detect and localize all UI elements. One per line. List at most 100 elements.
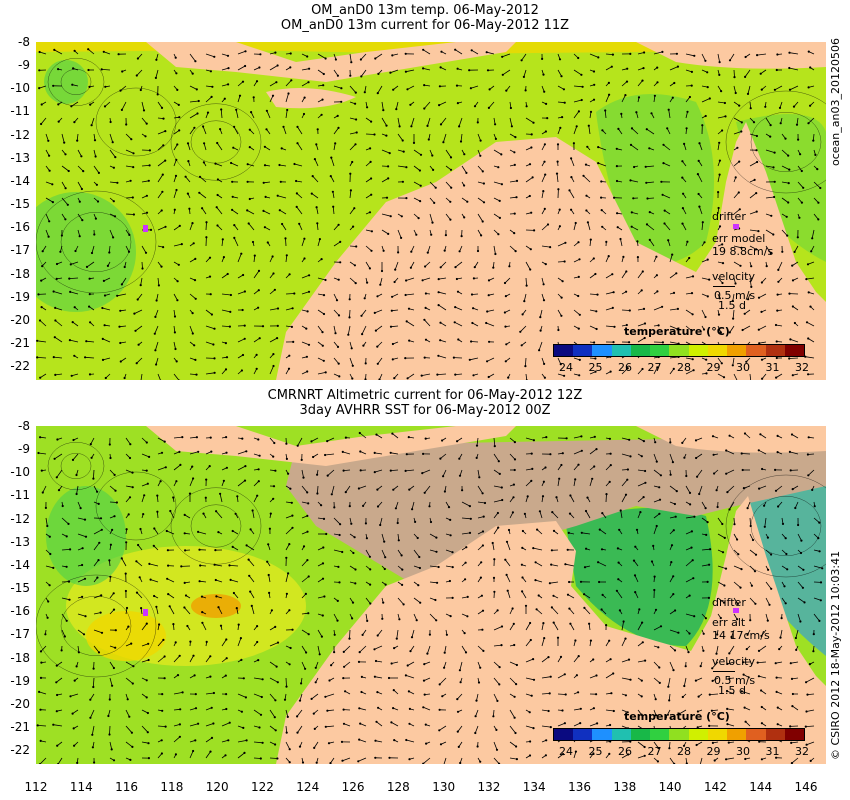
current-vector-head (809, 104, 812, 107)
colorbar-swatch (707, 345, 728, 356)
current-vector-head (629, 52, 632, 55)
current-vector (381, 101, 384, 111)
current-vector-head (228, 721, 231, 724)
current-vector-head (205, 221, 208, 224)
current-vector (86, 261, 95, 268)
current-vector-head (501, 55, 504, 58)
colorbar-swatch (727, 729, 747, 740)
current-vector-head (575, 125, 578, 128)
current-vector-head (232, 146, 235, 149)
current-vector-head (760, 310, 763, 313)
current-vector-head (766, 619, 769, 622)
land-australia-bottom (276, 496, 826, 764)
current-vector-head (481, 492, 484, 495)
current-vector-head (240, 252, 243, 255)
current-vector (685, 577, 694, 583)
current-vector-head (78, 200, 81, 203)
current-vector-head (324, 695, 327, 698)
current-vector (427, 117, 431, 127)
current-vector-head (168, 605, 171, 608)
current-vector-head (271, 94, 275, 97)
current-vector-head (405, 279, 408, 282)
current-vector-head (315, 761, 318, 764)
current-vector-head (223, 97, 226, 100)
current-contour (190, 504, 242, 548)
current-vector (493, 693, 498, 702)
current-vector-head (322, 517, 326, 520)
current-vector-head (519, 330, 522, 333)
current-vector-head (219, 492, 222, 495)
current-vector-head (539, 316, 542, 319)
current-vector-head (382, 601, 385, 604)
current-vector-head (400, 236, 403, 239)
current-vector-head (725, 472, 728, 475)
current-vector-head (482, 201, 486, 204)
current-vector-head (515, 179, 519, 182)
current-vector (377, 629, 383, 636)
current-vector-head (174, 56, 177, 59)
current-vector-head (152, 544, 155, 547)
current-vector (589, 325, 597, 330)
current-vector-head (227, 83, 230, 86)
current-vector (125, 677, 134, 684)
current-vector (717, 277, 723, 284)
current-vector-head (139, 284, 142, 287)
current-vector-head (449, 156, 453, 159)
current-vector-head (821, 567, 824, 570)
current-vector-head (577, 56, 580, 60)
current-vector (374, 452, 383, 455)
current-vector (758, 485, 767, 489)
current-vector-head (716, 505, 719, 509)
current-contour (725, 90, 826, 194)
current-vector-head (39, 376, 42, 379)
current-vector-head (601, 512, 604, 515)
current-vector-head (334, 58, 337, 61)
current-vector (157, 373, 161, 380)
current-vector (760, 433, 767, 439)
current-vector-head (749, 619, 752, 622)
current-vector-head (147, 742, 150, 745)
current-vector-head (280, 147, 283, 150)
current-vector-head (708, 724, 711, 727)
current-vector-head (396, 521, 399, 525)
current-vector (509, 741, 517, 747)
current-vector-head (478, 476, 481, 479)
current-vector-head (758, 487, 761, 490)
current-vector-head (740, 130, 743, 133)
current-vector-head (56, 744, 59, 747)
top-map-svg (36, 42, 826, 380)
current-vector-head (501, 73, 504, 76)
current-vector (269, 693, 276, 701)
current-vector-head (179, 708, 182, 711)
current-vector-head (205, 640, 208, 643)
current-vector-head (48, 220, 51, 223)
current-vector-head (340, 740, 344, 743)
current-vector-head (120, 283, 123, 286)
current-vector-head (601, 129, 604, 132)
current-vector-head (459, 681, 462, 684)
current-vector-head (667, 685, 670, 688)
current-vector-head (341, 759, 344, 762)
current-vector (413, 181, 421, 187)
current-vector-head (194, 707, 198, 710)
current-vector (685, 309, 693, 315)
colorbar-swatch (650, 345, 670, 356)
current-vector-head (574, 478, 577, 481)
current-vector (791, 434, 799, 439)
current-vector (535, 561, 543, 567)
current-vector (777, 261, 783, 271)
current-vector-head (807, 291, 810, 294)
current-vector (269, 95, 274, 103)
current-vector-head (424, 292, 427, 295)
current-vector-head (161, 693, 164, 696)
current-vector-head (289, 66, 292, 69)
current-vector-head (349, 172, 352, 175)
current-vector-head (368, 555, 371, 558)
current-vector-head (274, 699, 277, 702)
current-vector-head (504, 558, 507, 561)
colorbar-swatch (669, 345, 689, 356)
current-vector-head (379, 283, 382, 286)
current-vector-head (479, 139, 482, 142)
current-vector (653, 625, 662, 631)
current-vector (541, 656, 549, 663)
